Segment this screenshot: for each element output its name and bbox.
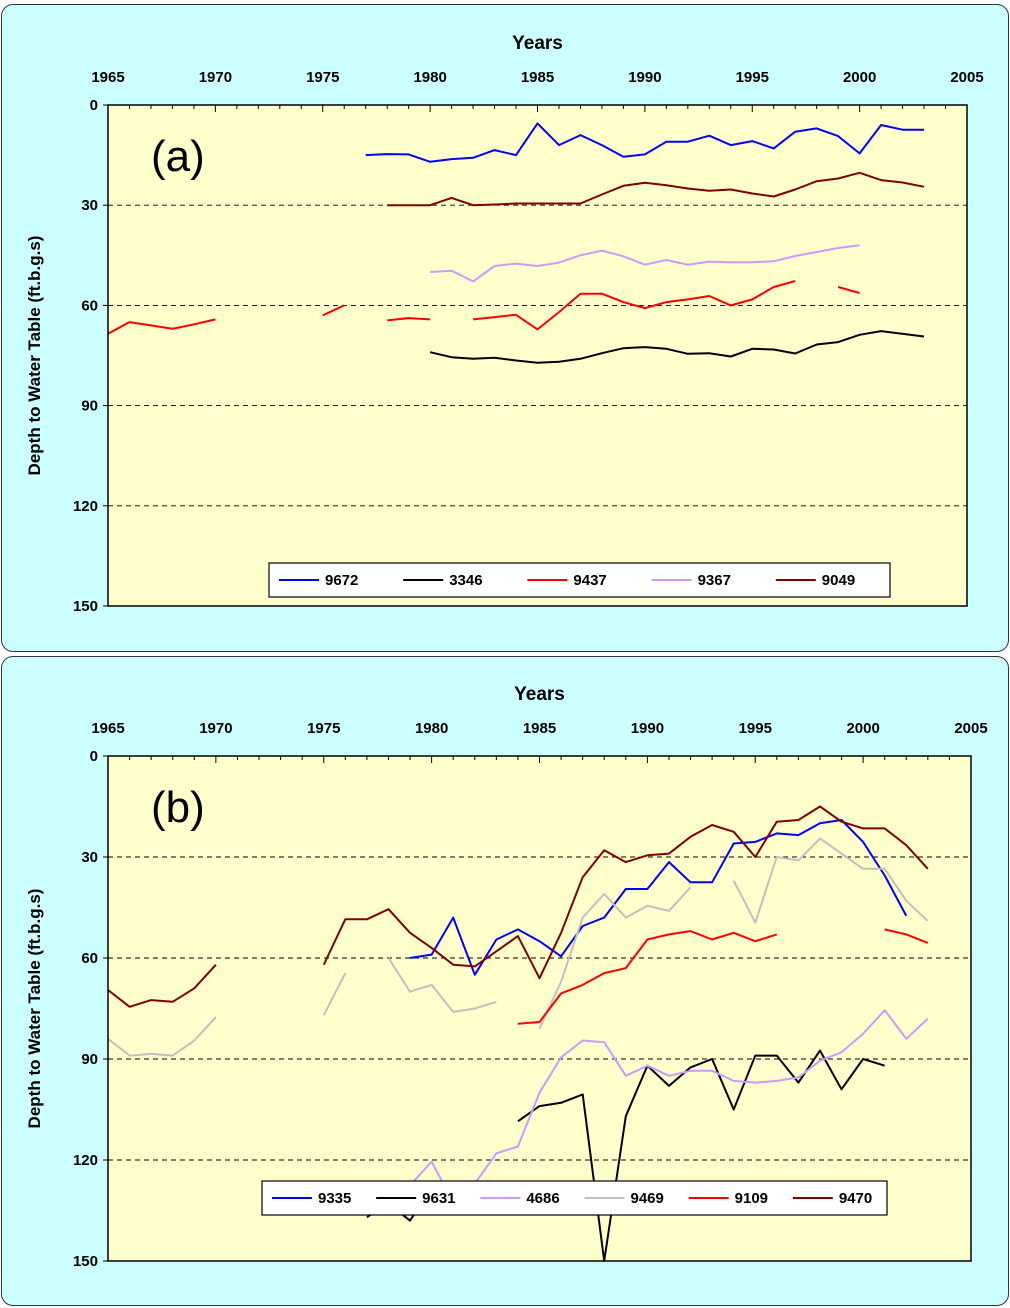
chart-b-legend-label-9469: 9469: [631, 1190, 664, 1207]
chart-b-x-tick-label: 2000: [846, 720, 879, 737]
chart-a-y-tick-label: 120: [73, 498, 98, 515]
chart-b-y-tick-label: 0: [90, 748, 98, 765]
chart-a-y-tick-label: 30: [81, 197, 98, 214]
chart-b-y-tick-label: 60: [81, 950, 98, 967]
chart-b-series-9470-segment-1: [322, 805, 929, 980]
chart-a-legend-label-9437: 9437: [573, 572, 606, 589]
chart-a-series-9367-segment-0: [430, 244, 860, 283]
chart-b-x-tick-label: 1965: [91, 720, 124, 737]
chart-a-x-tick-label: 1980: [413, 69, 446, 86]
chart-a-x-tick-label: 2000: [843, 69, 876, 86]
chart-a-series-9437-segment-2: [387, 317, 431, 322]
chart-b-series-9469-segment-2: [387, 957, 497, 1013]
chart-panel-a: 1965 1970 1975 1980 1985 1990 1995 2000 2005 0 30 6…: [1, 4, 1009, 652]
chart-b-y-axis-title: Depth to Water Table (ft.b.g.s): [25, 889, 44, 1129]
chart-a-series-9049-segment-0: [387, 171, 925, 207]
chart-b-legend-label-9109: 9109: [735, 1190, 768, 1207]
chart-a-y-tick-label: 60: [81, 297, 98, 314]
chart-a-series-9437-segment-4: [837, 286, 860, 294]
chart-b-series-9469-segment-0: [107, 1016, 217, 1057]
chart-b-panel-label: (b): [151, 783, 205, 832]
chart-b-y-tick-label: 150: [73, 1253, 98, 1270]
chart-a-series-9437-segment-3: [472, 280, 796, 331]
chart-b-legend-label-9631: 9631: [422, 1190, 455, 1207]
chart-b-y-tick-label: 90: [81, 1051, 98, 1068]
chart-a-x-tick-label: 2005: [950, 69, 983, 86]
chart-a-series-9437-segment-1: [322, 304, 345, 317]
chart-b-legend: [261, 1180, 888, 1216]
chart-a-panel-label: (a): [151, 132, 205, 181]
chart-b-x-tick-label: 1990: [631, 720, 664, 737]
chart-a-x-tick-label: 1975: [306, 69, 339, 86]
chart-a-series-9437-segment-0: [107, 318, 216, 335]
chart-b-x-tick-label: 2005: [954, 720, 987, 737]
chart-b-svg: 1965 1970 1975 1980 1985 1990 1995 2000 2005 0 30 6…: [25, 684, 988, 1270]
chart-b-series-9469-segment-3: [538, 886, 692, 1030]
chart-a-plot-area: [108, 105, 967, 606]
chart-panel-b: 1965 1970 1975 1980 1985 1990 1995 2000 2005 0 30 6…: [1, 656, 1009, 1306]
chart-b-series-9109-segment-0: [517, 930, 778, 1025]
chart-b-series-9469-segment-1: [322, 972, 347, 1016]
chart-a-x-tick-label: 1985: [521, 69, 554, 86]
chart-b-legend-label-9470: 9470: [839, 1190, 872, 1207]
chart-b-x-tick-label: 1995: [739, 720, 772, 737]
chart-b-series-9469-segment-4: [732, 837, 929, 924]
chart-b-x-tick-label: 1970: [199, 720, 232, 737]
chart-a-svg: 1965 1970 1975 1980 1985 1990 1995 2000 2005 0 30 6…: [25, 33, 984, 615]
chart-b-legend-label-9335: 9335: [318, 1190, 351, 1207]
chart-b-x-tick-label: 1985: [523, 720, 556, 737]
chart-a-legend-label-3346: 3346: [449, 572, 482, 589]
chart-a-y-tick-label: 0: [90, 97, 98, 114]
chart-a-legend-label-9672: 9672: [325, 572, 358, 589]
chart-b-x-axis-title: Years: [514, 684, 565, 705]
chart-a-y-tick-label: 90: [81, 398, 98, 415]
chart-b-series-9470-segment-0: [107, 964, 217, 1008]
chart-a-y-tick-label: 150: [73, 598, 98, 615]
chart-b-series-4686-segment-0: [409, 1009, 929, 1204]
chart-b-plot-area: [108, 756, 971, 1261]
chart-a-series-3346-segment-0: [429, 330, 925, 364]
chart-b-x-tick-label: 1980: [415, 720, 448, 737]
chart-b-series-9335-segment-0: [409, 819, 908, 976]
chart-b-x-tick-label: 1975: [307, 720, 340, 737]
chart-a-x-tick-label: 1970: [199, 69, 232, 86]
chart-a-x-tick-label: 1990: [628, 69, 661, 86]
chart-a-series-9672-segment-0: [365, 122, 924, 163]
chart-a-x-tick-label: 1965: [91, 69, 124, 86]
chart-a-x-tick-label: 1995: [736, 69, 769, 86]
chart-a-x-axis-title: Years: [512, 33, 563, 54]
chart-b-series-9109-segment-1: [884, 928, 929, 944]
chart-b-series-9631-segment-1: [517, 1049, 885, 1262]
chart-b-y-tick-label: 120: [73, 1152, 98, 1169]
chart-b-y-tick-label: 30: [81, 849, 98, 866]
chart-b-legend-label-4686: 4686: [526, 1190, 559, 1207]
chart-a-y-axis-title: Depth to Water Table (ft.b.g.s): [25, 236, 44, 476]
chart-a-legend-label-9367: 9367: [698, 572, 731, 589]
chart-a-legend-label-9049: 9049: [822, 572, 855, 589]
